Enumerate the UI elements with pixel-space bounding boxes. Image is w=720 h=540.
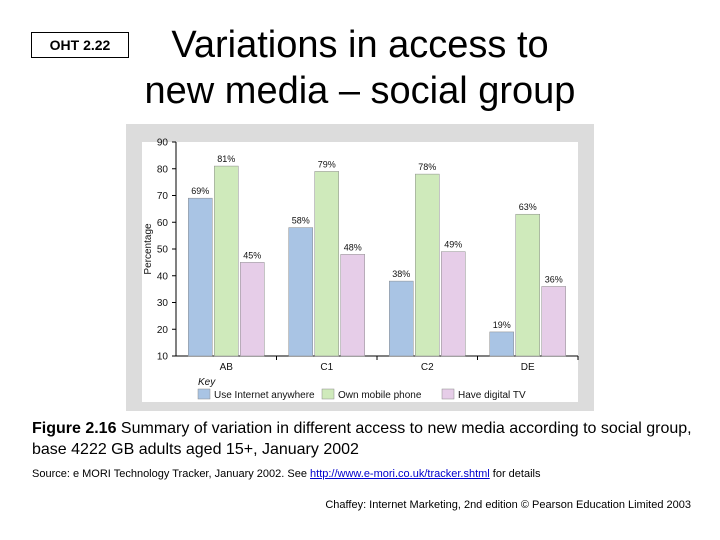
page-title: Variations in access to new media – soci… xyxy=(125,22,595,114)
bar xyxy=(288,227,313,357)
chart-panel: 10 20 30 40 50 60 70 80 90 Percentage AB C1 C2 DE 69%… xyxy=(126,124,594,411)
data-label: 63% xyxy=(519,202,537,212)
data-label: 78% xyxy=(418,162,436,172)
source-text: Source: e MORI Technology Tracker, Janua… xyxy=(32,468,311,480)
bar xyxy=(489,331,514,357)
data-label: 45% xyxy=(243,250,261,260)
bar xyxy=(340,254,365,357)
bar xyxy=(314,171,339,357)
y-tick-label: 90 xyxy=(157,138,169,149)
source-note: Source: e MORI Technology Tracker, Janua… xyxy=(32,468,712,480)
data-label: 48% xyxy=(344,242,362,252)
legend-swatch xyxy=(441,388,455,400)
data-label: 81% xyxy=(217,154,235,164)
figure-label: Figure 2.16 xyxy=(32,420,117,437)
legend-swatch xyxy=(321,388,335,400)
x-tick-label: C1 xyxy=(320,362,333,373)
x-tick-label: C2 xyxy=(421,362,434,373)
y-axis-label: Percentage xyxy=(143,223,154,275)
title-line-1: Variations in access to xyxy=(171,24,549,66)
data-label: 19% xyxy=(493,320,511,330)
data-label: 58% xyxy=(292,216,310,226)
bar xyxy=(214,165,239,357)
legend-label: Own mobile phone xyxy=(338,390,422,401)
y-tick-label: 80 xyxy=(157,164,169,175)
x-tick-label: DE xyxy=(521,362,535,373)
y-tick-label: 50 xyxy=(157,245,169,256)
x-tick-label: AB xyxy=(220,362,234,373)
caption-text: Summary of variation in different access… xyxy=(32,420,692,458)
oht-label: OHT 2.22 xyxy=(31,32,129,58)
legend-label: Have digital TV xyxy=(458,390,526,401)
bar xyxy=(515,213,540,357)
source-suffix: for details xyxy=(489,468,541,480)
y-tick-label: 20 xyxy=(157,325,169,336)
data-label: 36% xyxy=(545,274,563,284)
y-tick-label: 40 xyxy=(157,271,169,282)
legend-swatch xyxy=(197,388,211,400)
y-tick-label: 30 xyxy=(157,298,169,309)
data-label: 69% xyxy=(191,186,209,196)
legend-label: Use Internet anywhere xyxy=(214,390,315,401)
title-line-2: new media – social group xyxy=(144,70,576,112)
y-tick-label: 70 xyxy=(157,191,169,202)
bar xyxy=(541,286,566,357)
data-label: 38% xyxy=(392,269,410,279)
source-link[interactable]: http://www.e-mori.co.uk/tracker.shtml xyxy=(310,468,490,480)
copyright-credit: Chaffey: Internet Marketing, 2nd edition… xyxy=(325,499,691,511)
figure-caption: Figure 2.16 Summary of variation in diff… xyxy=(32,418,702,460)
y-tick-label: 10 xyxy=(157,352,169,363)
bar xyxy=(389,280,414,357)
y-tick-label: 60 xyxy=(157,218,169,229)
data-label: 49% xyxy=(444,240,462,250)
bar-chart: 10 20 30 40 50 60 70 80 90 Percentage AB C1 C2 DE 69%… xyxy=(126,124,594,411)
bar xyxy=(188,197,213,357)
bar xyxy=(240,262,265,357)
legend-title: Key xyxy=(198,377,216,388)
bar xyxy=(415,173,440,357)
bar xyxy=(441,251,466,357)
data-label: 79% xyxy=(318,159,336,169)
